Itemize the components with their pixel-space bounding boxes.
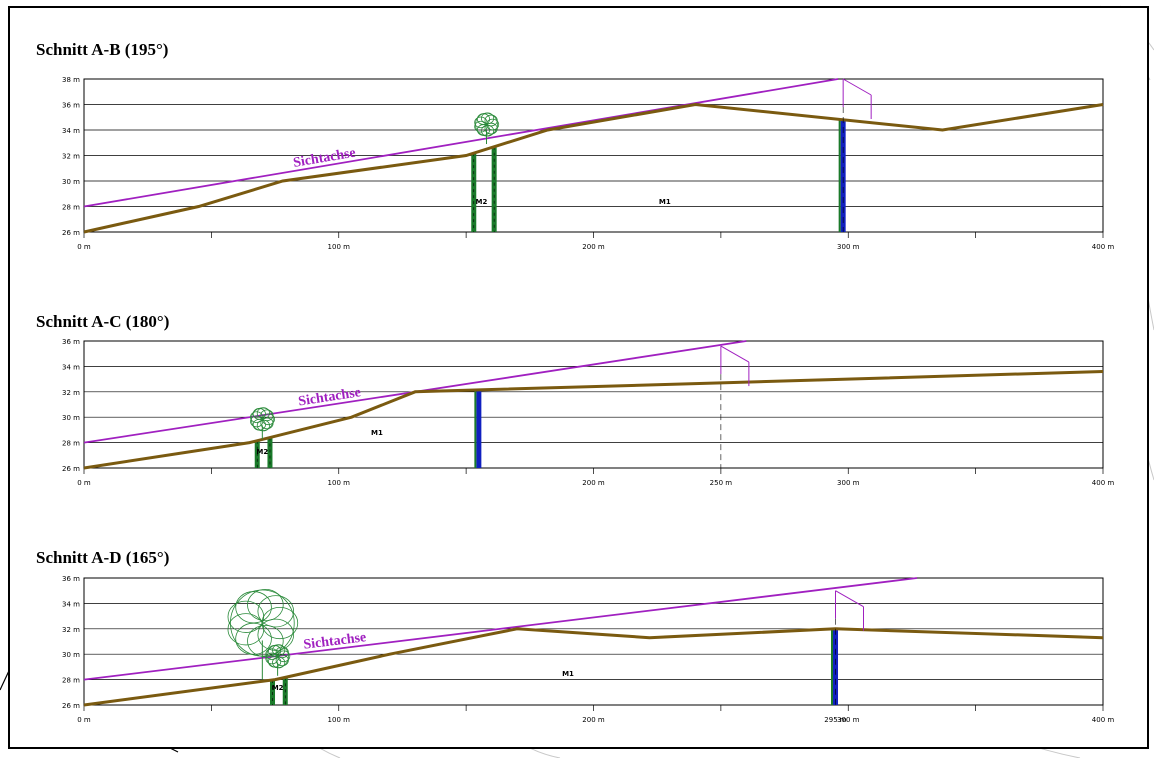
tree-canopy-lobe [474, 120, 488, 133]
y-tick-label: 34 m [62, 127, 80, 135]
post-edge [838, 119, 841, 232]
x-tick-label: 295 m [824, 716, 847, 724]
y-tick-label: 30 m [62, 414, 80, 422]
x-tick-label: 400 m [1092, 479, 1115, 487]
tree-canopy-lobe [235, 622, 272, 655]
y-tick-label: 38 m [62, 76, 80, 84]
section-title-ad: Schnitt A-D (165°) [36, 548, 170, 567]
zone-label: M1 [371, 429, 383, 437]
y-tick-label: 32 m [62, 389, 80, 397]
tree-canopy-lobe [484, 114, 498, 127]
y-tick-label: 36 m [62, 102, 80, 110]
post-blue [833, 628, 839, 705]
sightline [83, 78, 839, 208]
tree-canopy-lobe [235, 591, 272, 624]
x-tick-label: 300 m [837, 716, 860, 724]
x-tick-label: 100 m [328, 716, 351, 724]
y-tick-label: 28 m [62, 677, 80, 685]
y-tick-label: 28 m [62, 204, 80, 212]
tree-icon [265, 644, 291, 676]
y-tick-label: 34 m [62, 363, 80, 371]
tree-icon [474, 112, 500, 145]
x-tick-label: 200 m [582, 479, 605, 487]
y-tick-label: 32 m [62, 626, 80, 634]
tree-canopy [250, 407, 274, 432]
y-tick-label: 36 m [62, 338, 80, 346]
tree-canopy-lobe [247, 624, 284, 658]
y-tick-label: 36 m [62, 575, 80, 583]
tree-canopy [230, 589, 295, 657]
terrain-line [83, 627, 1104, 707]
tree-canopy [475, 112, 498, 137]
zone-label: M2 [475, 198, 487, 206]
y-tick-label: 26 m [62, 465, 80, 473]
tree-canopy-lobe [474, 116, 488, 129]
y-tick-label: 34 m [62, 600, 80, 608]
tree-canopy-lobe [227, 613, 265, 646]
x-tick-label: 300 m [837, 479, 860, 487]
tree-canopy-lobe [227, 600, 265, 633]
zone-label: M2 [256, 448, 268, 456]
zone-label: M2 [272, 684, 284, 692]
post-blue [840, 119, 846, 232]
x-tick-label: 400 m [1092, 243, 1115, 251]
sightline [83, 577, 918, 681]
tree-canopy [266, 644, 290, 669]
x-tick-label: 0 m [77, 243, 91, 251]
post-edge [474, 389, 477, 468]
tree-canopy-lobe [265, 648, 279, 660]
viewpoint-roof [720, 345, 750, 363]
x-tick-label: 200 m [582, 243, 605, 251]
x-tick-label: 0 m [77, 716, 91, 724]
terrain-line [83, 102, 1104, 234]
post-edge [831, 628, 834, 705]
y-tick-label: 30 m [62, 178, 80, 186]
tree-canopy-lobe [260, 409, 274, 422]
viewpoint-roof [842, 78, 872, 96]
y-tick-label: 26 m [62, 229, 80, 237]
x-tick-label: 200 m [582, 716, 605, 724]
tree-canopy-lobe [257, 595, 295, 628]
zone-label: M1 [659, 198, 671, 206]
post-blue [476, 389, 482, 468]
zone-label: M1 [562, 670, 574, 678]
viewpoint-marker [720, 345, 750, 468]
tree-icon [250, 407, 275, 439]
section-title-ab: Schnitt A-B (195°) [36, 40, 169, 59]
x-tick-label: 300 m [837, 243, 860, 251]
x-tick-label: 100 m [328, 243, 351, 251]
terrain-line [83, 369, 1104, 470]
tree-canopy-lobe [250, 411, 264, 423]
x-tick-label: 100 m [328, 479, 351, 487]
tree-canopy-lobe [265, 652, 279, 665]
viewpoint-marker [842, 78, 872, 232]
y-tick-label: 28 m [62, 440, 80, 448]
post-green [267, 437, 273, 468]
viewpoint-marker [835, 590, 865, 705]
tree-canopy-lobe [257, 618, 295, 651]
post-green [471, 153, 477, 232]
x-tick-label: 250 m [710, 479, 733, 487]
x-tick-label: 400 m [1092, 716, 1115, 724]
x-tick-label: 0 m [77, 479, 91, 487]
section-title-ac: Schnitt A-C (180°) [36, 312, 170, 331]
tree-canopy-lobe [275, 646, 289, 659]
y-tick-label: 30 m [62, 651, 80, 659]
tree-canopy-lobe [247, 588, 284, 622]
tree-icon [227, 588, 299, 680]
tree-canopy-lobe [250, 415, 264, 428]
viewpoint-roof [835, 590, 864, 608]
y-tick-label: 32 m [62, 153, 80, 161]
y-tick-label: 26 m [62, 702, 80, 710]
